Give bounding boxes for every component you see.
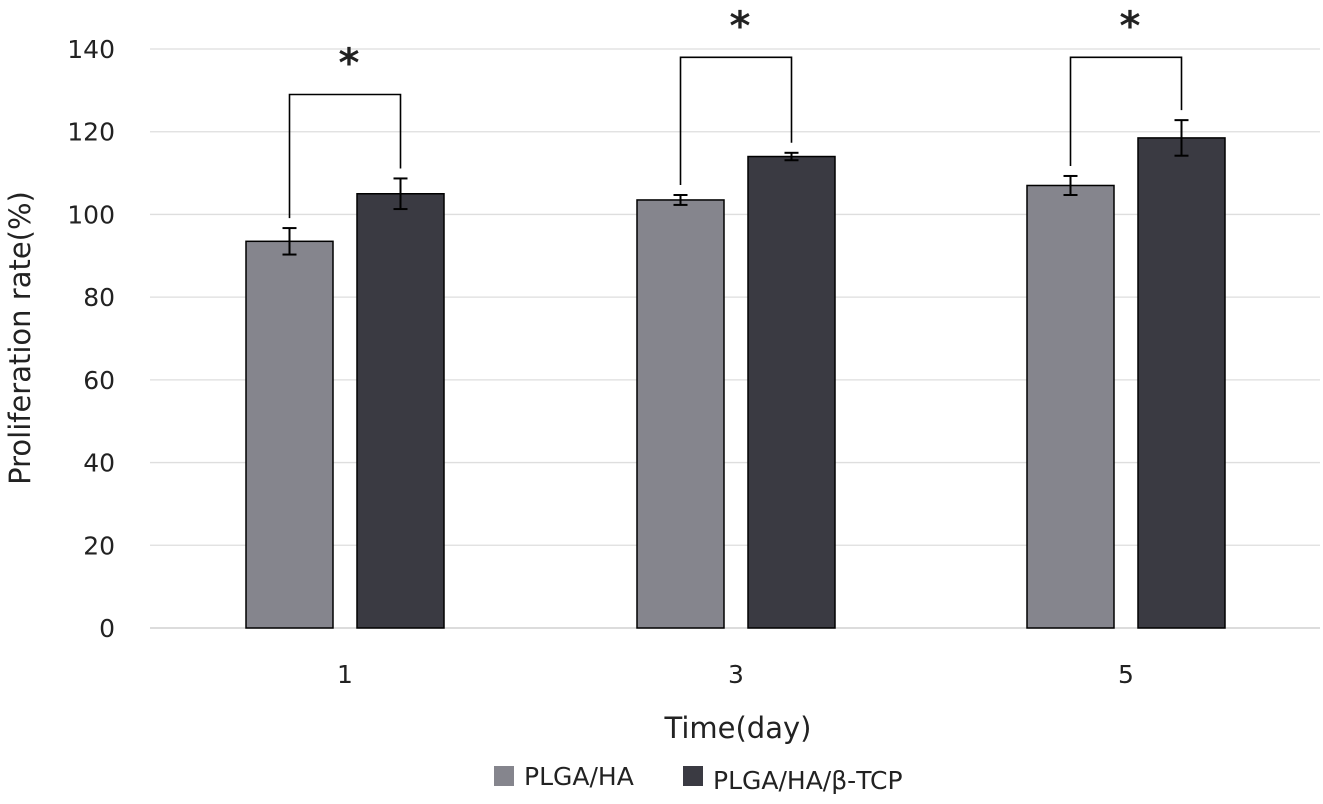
error-bar	[1174, 119, 1189, 157]
bar-plga-ha-btcp-day-3	[747, 155, 836, 629]
legend-label-plga-ha: PLGA/HA	[524, 762, 634, 791]
significance-brackets: * * *	[288, 3, 1183, 219]
bars	[245, 137, 1226, 629]
significance-bracket-day-3: *	[679, 3, 793, 185]
legend-swatch-plga-ha-btcp	[683, 766, 703, 786]
y-tick-label: 20	[83, 531, 115, 560]
y-axis-title: Proliferation rate(%)	[3, 191, 37, 485]
legend-swatch-plga-ha	[494, 766, 514, 786]
bar-plga-ha-day-1	[245, 240, 334, 629]
y-axis-ticks: 0 20 40 60 80 100 120 140	[67, 35, 115, 643]
x-axis-title: Time(day)	[664, 711, 812, 745]
error-bar	[1063, 174, 1078, 196]
error-bars	[282, 119, 1189, 256]
error-bar	[393, 177, 408, 211]
error-bar	[673, 193, 688, 206]
significance-star: *	[730, 3, 751, 49]
error-bar	[784, 151, 799, 162]
y-tick-label: 0	[99, 614, 115, 643]
y-tick-label: 80	[83, 283, 115, 312]
legend: PLGA/HA PLGA/HA/β-TCP	[494, 762, 903, 795]
x-tick-label: 3	[728, 660, 744, 689]
legend-label-plga-ha-btcp: PLGA/HA/β-TCP	[713, 766, 903, 795]
bar-plga-ha-day-3	[636, 199, 725, 629]
bar-plga-ha-day-5	[1026, 184, 1115, 629]
significance-star: *	[339, 40, 360, 86]
y-tick-label: 40	[83, 449, 115, 478]
y-tick-label: 60	[83, 366, 115, 395]
x-tick-label: 5	[1118, 660, 1134, 689]
y-tick-label: 100	[67, 200, 115, 229]
significance-bracket-day-1: *	[288, 40, 402, 219]
gridlines	[150, 48, 1320, 629]
y-tick-label: 120	[67, 118, 115, 147]
significance-bracket-day-5: *	[1069, 3, 1183, 166]
significance-star: *	[1120, 3, 1141, 49]
bar-plga-ha-btcp-day-1	[356, 193, 445, 629]
y-tick-label: 140	[67, 35, 115, 64]
bar-plga-ha-btcp-day-5	[1137, 137, 1226, 629]
error-bar	[282, 227, 297, 256]
x-axis-ticks: 1 3 5	[337, 660, 1134, 689]
x-tick-label: 1	[337, 660, 353, 689]
